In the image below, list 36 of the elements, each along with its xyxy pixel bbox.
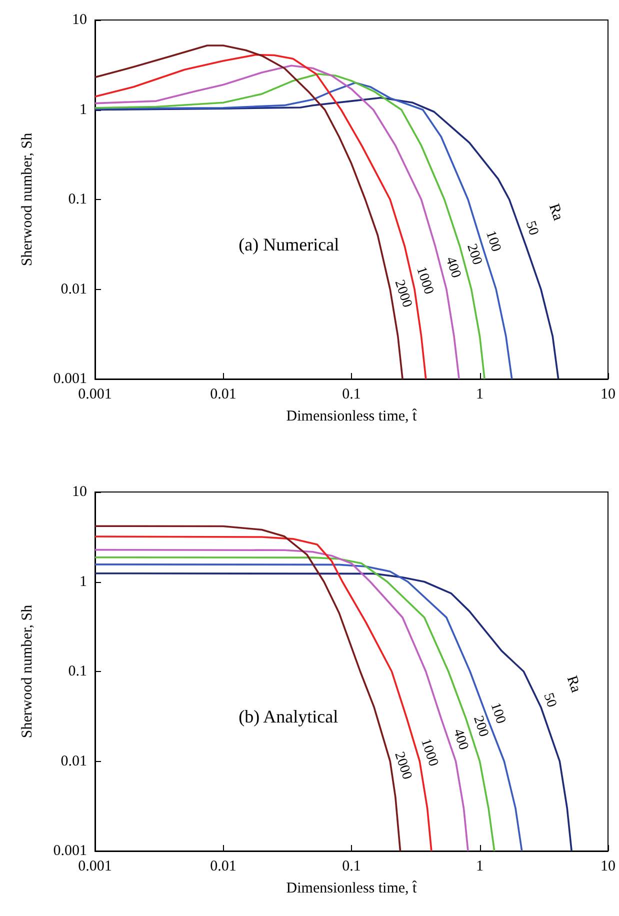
x-tick-label: 10	[600, 386, 616, 402]
x-tick-label: 0.1	[342, 858, 361, 874]
text: 50	[522, 219, 541, 238]
x-axis-title: Dimensionless time, t̂	[286, 408, 418, 424]
x-tick-label: 1	[476, 858, 484, 874]
y-tick-label: 0.1	[68, 192, 87, 208]
y-tick-label: 0.001	[53, 371, 87, 387]
x-axis-title: Dimensionless time, t̂	[286, 880, 418, 896]
x-tick-label: 0.1	[342, 386, 361, 402]
x-tick-label: 0.01	[210, 858, 236, 874]
text: 1000	[418, 737, 441, 768]
y-tick-label: 10	[72, 12, 87, 28]
annotation: (b) Analytical	[238, 706, 338, 726]
y-axis-title: Sherwood number, Sh	[20, 132, 36, 266]
y-tick-label: 10	[72, 484, 87, 500]
text: 2000	[391, 750, 414, 782]
y-tick-label: 0.001	[53, 843, 87, 859]
text: 400	[442, 255, 464, 280]
annotation: (a) Numerical	[238, 234, 340, 254]
text: 2000	[391, 278, 414, 310]
y-tick-label: 1	[80, 102, 87, 118]
text: 100	[482, 229, 504, 254]
text: 400	[450, 727, 471, 752]
x-tick-label: 1	[476, 386, 484, 402]
text: 50	[540, 691, 559, 710]
annotation: Ra	[545, 202, 566, 223]
y-tick-label: 0.01	[60, 281, 87, 298]
x-tick-label: 10	[600, 858, 616, 874]
y-tick-label: 0.1	[68, 664, 87, 680]
y-axis-title: Sherwood number, Sh	[20, 604, 36, 738]
x-tick-label: 0.01	[210, 386, 236, 402]
text: 200	[464, 242, 484, 267]
text: 1000	[413, 265, 436, 296]
y-tick-label: 1	[80, 574, 87, 590]
y-tick-label: 0.01	[60, 753, 87, 770]
annotation: Ra	[563, 674, 584, 695]
